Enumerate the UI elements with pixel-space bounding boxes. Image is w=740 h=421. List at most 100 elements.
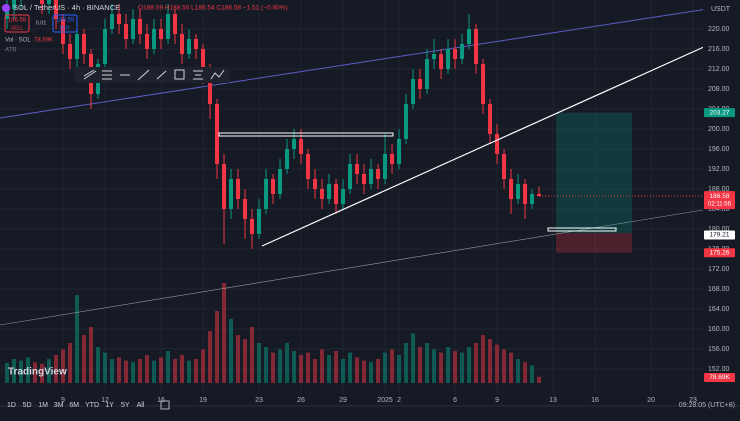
- volume-bar: [502, 349, 507, 383]
- volume-bar: [383, 352, 388, 383]
- logo: TradingView: [8, 367, 67, 378]
- x-tick-label: 9: [61, 397, 65, 404]
- tool-icon[interactable]: [102, 70, 112, 80]
- volume-bar: [474, 343, 479, 383]
- price-marker-label: 203.27: [710, 109, 730, 116]
- range-button[interactable]: 5Y: [121, 402, 130, 409]
- candle-body: [502, 154, 507, 179]
- candle-body: [40, 0, 45, 4]
- toolbar-bg: [74, 67, 230, 83]
- candle-body: [257, 209, 262, 234]
- volume-bar: [180, 355, 185, 383]
- volume-bar: [348, 352, 353, 383]
- countdown: 02:11:56: [708, 202, 732, 208]
- candle-body: [110, 14, 115, 29]
- x-tick-label: 29: [339, 397, 347, 404]
- candle-body: [411, 79, 416, 104]
- tool-icon[interactable]: [210, 69, 225, 80]
- candle-body: [166, 14, 171, 39]
- y-tick-label: 164.00: [708, 306, 730, 313]
- tool-icon[interactable]: [193, 70, 203, 80]
- sell-button[interactable]: [4, 14, 30, 33]
- candle-body: [292, 139, 297, 149]
- range-button[interactable]: YTD: [85, 402, 99, 409]
- volume-bar: [208, 331, 213, 383]
- tool-icon[interactable]: [156, 70, 167, 80]
- volume-bar: [103, 352, 108, 383]
- candle-body: [495, 134, 500, 154]
- range-button[interactable]: 1M: [38, 402, 48, 409]
- candle-body: [138, 19, 143, 34]
- volume-bar: [33, 362, 38, 383]
- candle-body: [5, 9, 10, 19]
- candle-body: [509, 179, 514, 199]
- candle-body: [12, 0, 17, 10]
- tool-icon[interactable]: [174, 69, 185, 80]
- volume-bar: [19, 360, 24, 383]
- axes: 152.00156.00160.00164.00168.00172.00176.…: [61, 26, 735, 404]
- volume-title: Vol · SOL: [5, 38, 31, 44]
- range-button[interactable]: 1Y: [105, 402, 114, 409]
- volume-bar: [453, 351, 458, 383]
- tool-icon[interactable]: [137, 69, 150, 81]
- volume-bar: [530, 365, 535, 383]
- x-tick-label: 20: [647, 397, 655, 404]
- candle-body: [208, 69, 213, 104]
- candle-body: [404, 104, 409, 139]
- time-axis: [0, 394, 740, 416]
- candle-body: [299, 139, 304, 154]
- candle-body: [348, 164, 353, 189]
- volume-bar: [145, 355, 150, 383]
- range-button[interactable]: 3M: [54, 402, 64, 409]
- candle-body: [215, 104, 220, 164]
- volume-bar: [432, 349, 437, 383]
- y-tick-label: 208.00: [708, 86, 730, 93]
- volume-bar: [61, 349, 66, 383]
- candle-body: [285, 149, 290, 169]
- ohlc: O188.09 H188.50 L186.54 C186.58 −1.51 (−…: [138, 5, 288, 12]
- y-tick-label: 156.00: [708, 346, 730, 353]
- symbol-icon: [2, 4, 10, 12]
- volume-bar: [12, 359, 17, 383]
- volume-bar: [138, 359, 143, 383]
- price-marker: [704, 230, 735, 240]
- range-button[interactable]: All: [137, 402, 145, 409]
- volume-bar: [481, 335, 486, 383]
- candle-body: [187, 39, 192, 54]
- volume-bar: [467, 347, 472, 383]
- volume-bar: [411, 333, 416, 383]
- sell-label[interactable]: SELL: [11, 25, 23, 31]
- volume-bar: [425, 343, 430, 383]
- buy-price[interactable]: 186.59: [56, 18, 75, 24]
- candle-body: [229, 179, 234, 209]
- volume-bar: [537, 376, 542, 383]
- buy-button[interactable]: [52, 14, 78, 33]
- volume-bar: [404, 343, 409, 383]
- candle-body: [383, 154, 388, 179]
- volume-bar: [460, 352, 465, 383]
- candle-body: [439, 54, 444, 69]
- sell-price[interactable]: 186.58: [8, 18, 27, 24]
- candle-body: [320, 189, 325, 199]
- y-tick-label: 184.00: [708, 206, 730, 213]
- candle-body: [145, 34, 150, 49]
- position-tool: [556, 112, 632, 253]
- volume-bar: [327, 355, 332, 383]
- volume-bar: [299, 355, 304, 383]
- tool-icon[interactable]: [83, 69, 97, 80]
- range-button[interactable]: 5D: [23, 402, 32, 409]
- x-tick-label: 26: [297, 397, 305, 404]
- candle-body: [425, 59, 430, 89]
- calendar-button[interactable]: [160, 400, 170, 410]
- candle-body: [173, 14, 178, 34]
- candle-body: [537, 194, 542, 197]
- candle-body: [481, 64, 486, 104]
- candle-body: [103, 29, 108, 64]
- volume-bar: [250, 327, 255, 383]
- buy-label[interactable]: BUY: [60, 25, 71, 31]
- volume-marker-label: 78.69K: [709, 374, 730, 381]
- volume-bar: [75, 295, 80, 383]
- range-button[interactable]: 1D: [7, 402, 16, 409]
- range-button[interactable]: 6M: [69, 402, 79, 409]
- volume-bar: [369, 362, 374, 383]
